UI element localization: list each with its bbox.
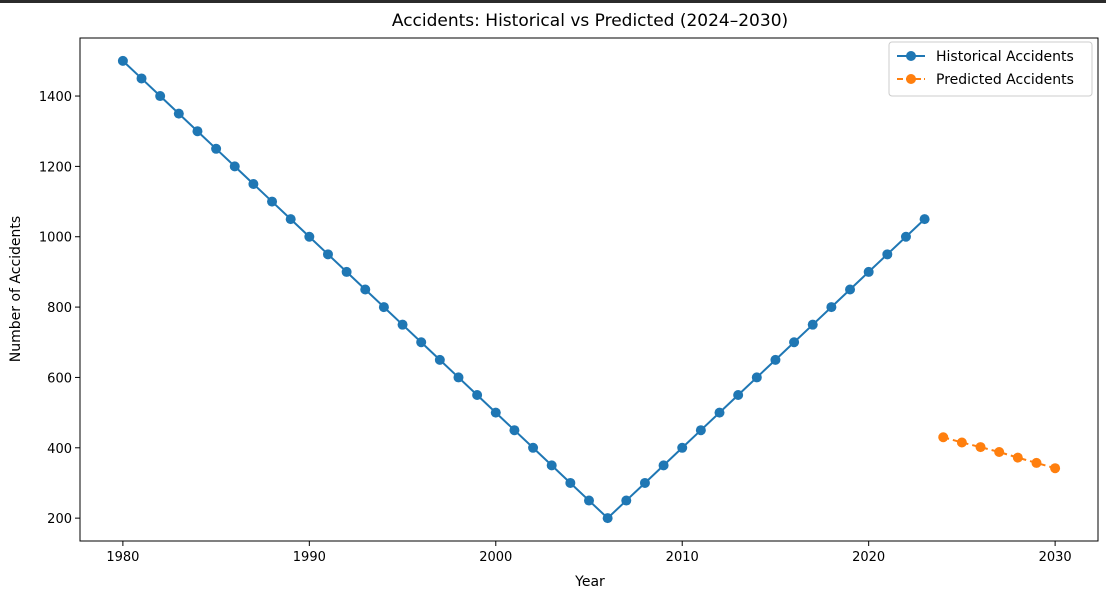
data-point (863, 266, 874, 277)
data-point (621, 495, 632, 506)
x-tick-label: 2030 (1039, 550, 1072, 565)
data-point (528, 442, 539, 453)
data-point (714, 407, 725, 418)
x-tick-label: 1980 (106, 550, 139, 565)
data-point (584, 495, 594, 506)
data-point (322, 249, 333, 260)
legend-label-historical: Historical Accidents (936, 49, 1074, 65)
chart-title: Accidents: Historical vs Predicted (2024… (392, 11, 788, 31)
data-point (695, 425, 706, 436)
plot-area-frame (79, 37, 1099, 542)
data-point (304, 231, 315, 242)
data-point (1012, 452, 1023, 463)
data-point (826, 302, 837, 313)
data-point (453, 372, 464, 383)
x-axis-label: Year (574, 574, 605, 590)
legend-box (888, 41, 1093, 97)
data-point (248, 178, 259, 189)
legend-label-predicted: Predicted Accidents (936, 72, 1074, 88)
data-point (770, 354, 781, 365)
data-point (733, 390, 744, 401)
data-point (938, 432, 949, 443)
x-tick-label: 2000 (479, 550, 512, 565)
data-point (285, 214, 296, 225)
data-point (789, 337, 800, 348)
data-point (509, 425, 520, 436)
y-tick-label: 400 (47, 442, 72, 457)
data-point (751, 372, 762, 383)
data-point (378, 302, 389, 313)
y-axis-label: Number of Accidents (8, 216, 24, 362)
y-tick-label: 1200 (39, 160, 72, 175)
x-tick-label: 1990 (293, 550, 326, 565)
data-point (173, 108, 184, 119)
data-point (341, 266, 352, 277)
data-point (956, 437, 967, 448)
data-point (994, 447, 1005, 458)
data-point (267, 196, 278, 207)
data-point (975, 442, 986, 453)
series-layer (117, 55, 1061, 524)
y-tick-label: 1000 (39, 231, 72, 246)
data-point (136, 73, 147, 84)
legend-marker-predicted (906, 74, 916, 84)
data-point (602, 513, 613, 524)
data-point (397, 319, 408, 330)
data-point (490, 407, 501, 418)
series-line (122, 60, 926, 520)
x-tick-label: 2010 (666, 550, 699, 565)
data-point (117, 55, 128, 66)
data-point (1050, 463, 1061, 474)
data-point (416, 337, 427, 348)
data-point (900, 231, 911, 242)
data-point (639, 477, 650, 488)
data-point (546, 460, 557, 471)
data-point (565, 477, 576, 488)
data-point (155, 91, 166, 102)
window-top-border (0, 0, 1106, 3)
y-axis: 200 400 600 800 1000 1200 1400 (39, 90, 80, 527)
y-tick-label: 200 (47, 512, 72, 527)
data-point (192, 126, 203, 137)
data-point (472, 390, 483, 401)
data-point (919, 214, 930, 225)
data-point (1031, 457, 1042, 468)
data-point (211, 143, 222, 154)
y-tick-label: 1400 (39, 90, 72, 105)
data-point (807, 319, 818, 330)
data-point (677, 442, 688, 453)
data-point (229, 161, 240, 172)
data-point (434, 354, 445, 365)
data-point (882, 249, 893, 260)
legend-marker-historical (906, 51, 916, 61)
y-tick-label: 600 (47, 371, 72, 386)
x-axis: 1980 1990 2000 2010 2020 2030 (106, 541, 1072, 565)
data-point (845, 284, 856, 295)
data-point (658, 460, 669, 471)
legend: Historical Accidents Predicted Accidents (888, 41, 1093, 97)
x-tick-label: 2020 (852, 550, 885, 565)
data-point (360, 284, 371, 295)
y-tick-label: 800 (47, 301, 72, 316)
